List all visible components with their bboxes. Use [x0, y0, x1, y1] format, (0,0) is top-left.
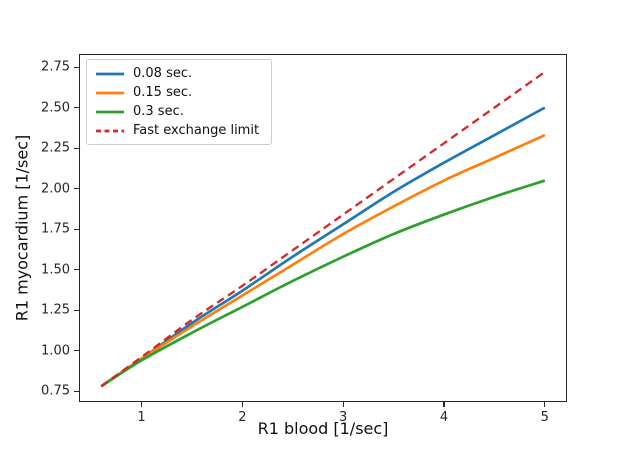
legend-item: 0.3 sec.: [96, 104, 259, 119]
legend-label: Fast exchange limit: [133, 123, 260, 138]
series-line-fast-exchange-limit: [100, 71, 546, 388]
x-axis-label: R1 blood [1/sec]: [257, 419, 389, 438]
legend-label: 0.15 sec.: [133, 85, 193, 100]
y-tick-mark: [74, 66, 79, 68]
legend-item: 0.15 sec.: [96, 85, 259, 100]
legend-item: 0.08 sec.: [96, 66, 259, 81]
y-tick-label: 2.25: [41, 140, 70, 156]
y-tick-label: 1.50: [41, 262, 70, 278]
y-tick-label: 1.75: [41, 221, 70, 237]
y-tick-mark: [74, 147, 79, 149]
y-tick-mark: [74, 350, 79, 352]
legend-line-sample: [96, 72, 124, 75]
y-tick-label: 1.25: [41, 302, 70, 318]
y-tick-mark: [74, 228, 79, 230]
x-tick-mark: [443, 402, 445, 407]
legend: 0.08 sec. 0.15 sec. 0.3 sec. Fast exchange …: [86, 59, 273, 145]
y-tick-mark: [74, 107, 79, 109]
y-tick-label: 2.50: [41, 100, 70, 116]
x-tick-label: 2: [238, 410, 247, 425]
x-tick-label: 3: [339, 410, 348, 425]
x-tick-mark: [140, 402, 143, 407]
legend-item: Fast exchange limit: [96, 123, 259, 138]
x-tick-label: 5: [540, 410, 549, 425]
y-tick-label: 1.00: [41, 343, 70, 359]
y-tick-mark: [74, 269, 79, 271]
plot-area: 0.08 sec. 0.15 sec. 0.3 sec. Fast exchange …: [79, 54, 567, 402]
x-tick-label: 4: [439, 410, 449, 425]
legend-line-sample: [96, 91, 124, 94]
y-axis-label: R1 myocardium [1/sec]: [12, 134, 32, 322]
x-tick-mark: [544, 402, 546, 407]
legend-line-sample: [96, 110, 124, 113]
legend-line-sample: [96, 129, 124, 132]
y-tick-label: 0.75: [41, 383, 70, 399]
series-line-0-15-sec-: [100, 133, 546, 388]
legend-label: 0.08 sec.: [133, 66, 193, 81]
x-tick-label: 1: [137, 410, 146, 425]
x-tick-mark: [241, 402, 243, 407]
y-tick-mark: [74, 188, 79, 190]
x-tick-mark: [342, 402, 344, 407]
y-tick-label: 2.75: [41, 59, 70, 75]
y-tick-mark: [74, 390, 79, 392]
legend-label: 0.3 sec.: [133, 104, 184, 119]
series-line-0-3-sec-: [100, 179, 546, 388]
y-tick-label: 2.00: [41, 181, 70, 197]
y-tick-mark: [74, 309, 79, 311]
